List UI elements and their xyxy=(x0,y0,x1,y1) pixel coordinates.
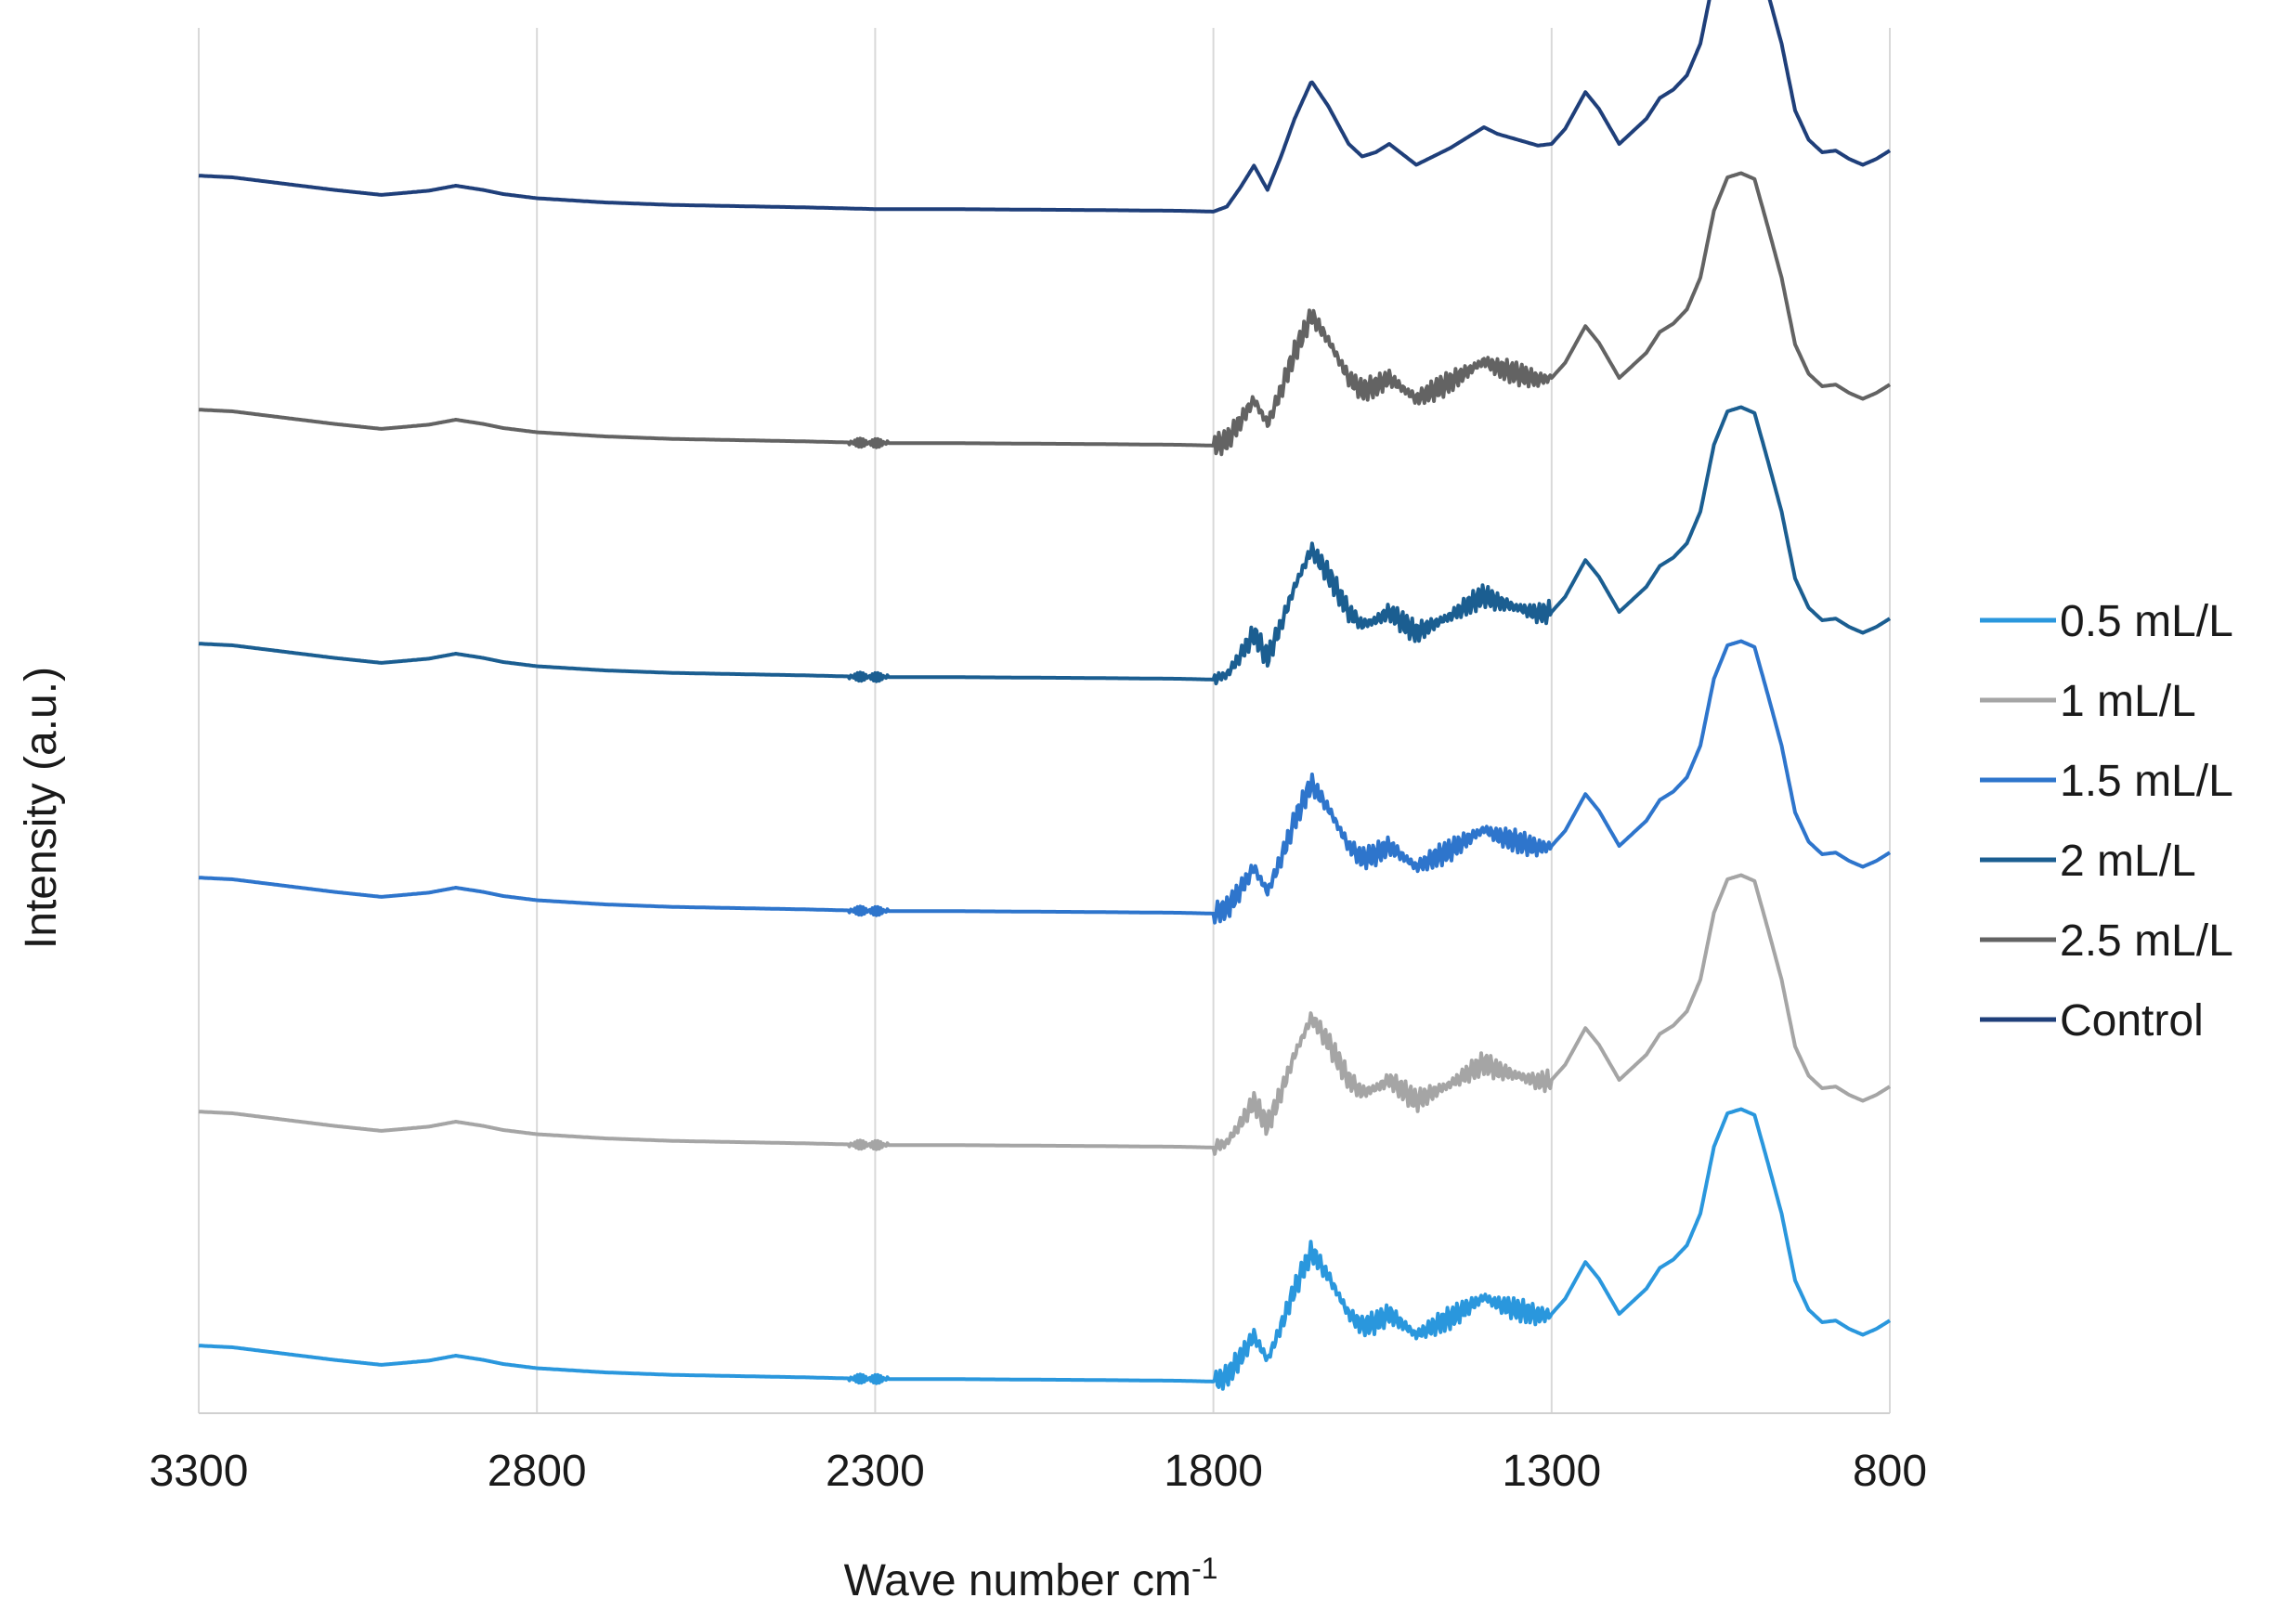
series-line-1-ml-l xyxy=(198,873,1892,1156)
series-line-control xyxy=(198,0,1892,214)
x-tick-label-3300: 3300 xyxy=(150,1447,249,1496)
legend-label-2-ml-l: 2 mL/L xyxy=(2060,837,2196,886)
legend: 0.5 mL/L 1 mL/L 1.5 mL/L 2 mL/L 2.5 mL/L Cont… xyxy=(1980,597,2233,1046)
x-axis-title-text: Wave number cm xyxy=(844,1556,1191,1605)
legend-label-1-5-ml-l: 1.5 mL/L xyxy=(2060,757,2233,806)
legend-label-2-5-ml-l: 2.5 mL/L xyxy=(2060,916,2233,966)
series-lines xyxy=(198,0,1892,1391)
x-tick-label-2800: 2800 xyxy=(488,1447,587,1496)
series-line-0-5-ml-l xyxy=(198,1107,1892,1391)
series-line-2-5-ml-l xyxy=(198,171,1892,457)
x-axis-title-superscript: -1 xyxy=(1191,1552,1217,1585)
legend-label-control: Control xyxy=(2060,996,2204,1046)
x-tick-labels: 3300 2800 2300 1800 1300 800 xyxy=(150,1447,1927,1496)
x-tick-label-800: 800 xyxy=(1853,1447,1927,1496)
series-line-1-5-ml-l xyxy=(198,639,1892,925)
x-tick-label-1800: 1800 xyxy=(1164,1447,1263,1496)
legend-label-0-5-ml-l: 0.5 mL/L xyxy=(2060,597,2233,646)
legend-label-1-ml-l: 1 mL/L xyxy=(2060,677,2196,726)
x-axis-title: Wave number cm-1 xyxy=(844,1552,1218,1605)
x-tick-label-2300: 2300 xyxy=(826,1447,925,1496)
series-line-2-ml-l xyxy=(198,405,1892,686)
x-tick-label-1300: 1300 xyxy=(1502,1447,1601,1496)
y-axis-title: Intensity (a.u.) xyxy=(17,667,66,949)
vertical-gridlines xyxy=(198,28,1891,1413)
